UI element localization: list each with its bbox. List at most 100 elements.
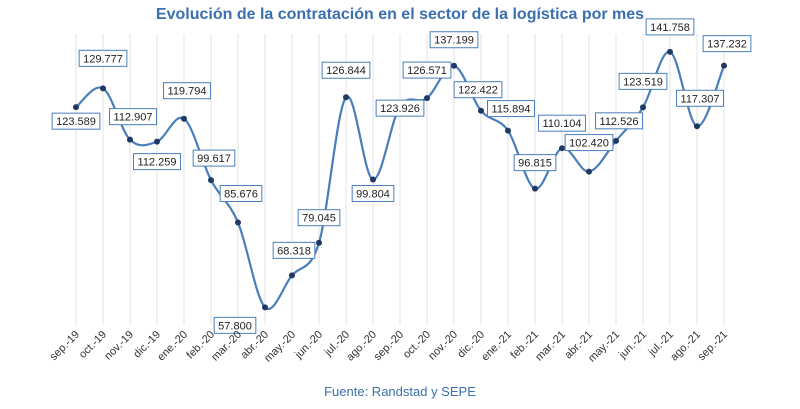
data-label-box: [453, 81, 503, 99]
data-label-box: [109, 108, 157, 126]
data-point: [73, 104, 79, 111]
data-label-text: 99.804: [356, 189, 390, 201]
data-label: 137.199: [429, 31, 479, 49]
data-label-text: 112.526: [600, 116, 639, 128]
data-label-layer: 123.589 129.777 112.907 112.259 119.794 99.61…: [51, 18, 752, 334]
data-label-box: [297, 209, 341, 227]
data-label-box: [192, 149, 236, 167]
data-label-box: [321, 61, 371, 79]
data-point: [154, 138, 160, 145]
chart-source: Fuente: Randstad y SEPE: [324, 384, 476, 399]
data-label-text: 119.794: [168, 86, 207, 98]
data-label-box: [272, 241, 316, 259]
data-point: [451, 62, 457, 69]
data-label-text: 122.422: [458, 85, 498, 97]
data-point: [721, 62, 727, 69]
data-label: 102.420: [564, 134, 614, 152]
data-point: [559, 145, 565, 152]
data-label-box: [618, 72, 668, 90]
data-label-box: [51, 112, 101, 130]
data-label: 117.307: [676, 89, 724, 107]
x-tick-label: ago.-20: [344, 329, 379, 364]
data-label-box: [429, 31, 479, 49]
data-label-text: 129.777: [83, 53, 123, 65]
data-label-text: 137.199: [434, 35, 474, 47]
data-label: 112.907: [109, 108, 157, 126]
data-label-box: [78, 49, 128, 67]
data-label-text: 110.104: [543, 118, 582, 130]
data-label-text: 102.420: [569, 138, 609, 150]
data-point: [370, 176, 376, 183]
data-label-text: 126.571: [407, 65, 447, 77]
data-label-box: [538, 114, 586, 132]
data-label-text: 96.815: [518, 158, 552, 170]
data-label-text: 112.907: [114, 112, 153, 124]
data-label-text: 85.676: [224, 189, 258, 201]
data-label-text: 137.232: [707, 39, 747, 51]
x-tick-label: jun.-21: [616, 329, 649, 362]
data-label: 129.777: [78, 49, 128, 67]
data-point: [208, 177, 214, 184]
x-tick-label: sep.-20: [372, 329, 406, 363]
chart-title: Evolución de la contratación en el secto…: [155, 6, 645, 23]
data-point: [640, 104, 646, 111]
data-label-box: [487, 100, 535, 118]
data-label-text: 123.926: [380, 103, 420, 115]
data-label: 123.589: [51, 112, 101, 130]
data-label-box: [219, 185, 263, 203]
data-label-box: [645, 18, 695, 36]
data-point: [235, 219, 241, 226]
x-tick-label: nov.-20: [426, 329, 460, 363]
data-label-text: 115.894: [492, 104, 531, 116]
data-point: [424, 95, 430, 102]
data-label-text: 57.800: [218, 320, 252, 332]
x-tick-layer: sep.-19oct.-19nov.-19dic.-19ene.-20feb.-…: [48, 329, 730, 365]
data-point: [667, 48, 673, 55]
data-label-box: [564, 134, 614, 152]
data-point: [343, 94, 349, 101]
data-label-text: 123.519: [623, 76, 663, 88]
data-label: 68.318: [272, 241, 316, 259]
x-tick-label: mar.-21: [533, 329, 568, 364]
data-label-text: 141.758: [650, 22, 690, 34]
data-label: 141.758: [645, 18, 695, 36]
data-point: [532, 185, 538, 192]
data-label-text: 68.318: [277, 245, 311, 257]
data-label: 122.422: [453, 81, 503, 99]
data-label-box: [595, 112, 643, 130]
data-label-text: 126.844: [326, 65, 366, 77]
data-point: [316, 239, 322, 246]
data-label-box: [213, 316, 257, 334]
x-tick-label: mar.-20: [209, 329, 244, 364]
data-label-box: [702, 35, 752, 53]
data-label-box: [163, 82, 211, 100]
x-tick-label: nov.-19: [102, 329, 136, 363]
data-label-text: 123.589: [56, 116, 96, 128]
data-point: [100, 85, 106, 92]
data-point: [181, 115, 187, 122]
data-label: 137.232: [702, 35, 752, 53]
data-label: 99.617: [192, 149, 236, 167]
data-label-box: [513, 154, 557, 172]
data-label: 57.800: [213, 316, 257, 334]
x-tick-label: sep.-19: [48, 329, 82, 363]
data-label-box: [351, 185, 395, 203]
x-tick-label: jun.-20: [292, 329, 325, 362]
data-label: 126.844: [321, 61, 371, 79]
data-label: 126.571: [402, 61, 452, 79]
data-point: [586, 168, 592, 175]
data-label: 119.794: [163, 82, 211, 100]
data-label: 99.804: [351, 185, 395, 203]
data-label-box: [133, 153, 181, 171]
data-label-text: 79.045: [302, 213, 336, 225]
data-label: 115.894: [487, 100, 535, 118]
data-point: [127, 136, 133, 143]
x-tick-label: sep.-21: [696, 329, 730, 363]
data-label: 96.815: [513, 154, 557, 172]
data-point: [289, 272, 295, 279]
x-tick-label: ene.-21: [479, 329, 514, 364]
data-point: [505, 127, 511, 134]
x-tick-label: ago.-21: [668, 329, 703, 364]
data-label: 85.676: [219, 185, 263, 203]
data-label-text: 117.307: [681, 93, 720, 105]
